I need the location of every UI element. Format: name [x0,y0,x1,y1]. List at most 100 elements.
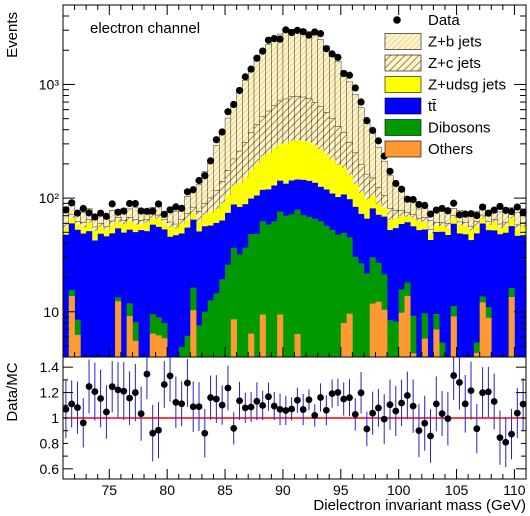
data-point [212,136,220,144]
ratio-point [195,403,203,411]
ratio-point [502,438,510,446]
bar [439,231,446,357]
ratio-point [178,400,186,408]
bar [74,334,81,357]
data-point [455,211,464,219]
bar [387,320,394,357]
data-point [282,26,290,34]
ratio-point [496,434,504,442]
bar [473,342,480,357]
bar [138,230,145,357]
ratio-point [421,419,429,427]
x-tick-label: 90 [275,482,291,498]
ratio-point [155,426,162,434]
bar [387,230,394,357]
bar [259,314,266,357]
data-point [351,84,359,92]
bar [398,312,405,357]
y-tick-label: 10 [43,304,59,320]
data-point [392,179,400,188]
bar [213,222,220,357]
ratio-point [85,383,93,390]
x-axis-label: Dielectron invariant mass (GeV) [313,497,526,514]
x-tick-label: 75 [102,482,118,498]
bar [265,224,272,357]
bar [497,234,504,357]
main-y-tick-labels: 10 10² 10³ [39,76,60,319]
ratio-point [328,390,336,397]
ratio-point [230,424,238,432]
ratio-point [432,400,440,408]
data-point [224,108,232,116]
bar [161,338,168,357]
data-point [467,210,475,218]
bar [184,227,191,357]
x-tick-label: 95 [333,482,349,498]
ratio-point [467,387,475,395]
data-point [484,209,492,217]
bar [450,223,457,357]
data-point [125,199,134,208]
data-point [206,157,215,165]
bar [190,310,197,357]
legend-swatch [384,97,422,115]
bar [381,309,388,357]
bar [80,233,87,357]
ratio-point [479,389,486,397]
bar [115,301,122,357]
legend-label: tt̄ [428,98,437,115]
data-point [490,206,498,214]
data-point [288,28,296,37]
ratio-point [68,400,76,408]
bar [103,236,110,357]
data-point [450,199,458,207]
ratio-point [427,432,434,440]
y-tick-label: 0.8 [40,435,60,451]
bar [294,209,301,357]
data-point [328,50,336,58]
ratio-point [299,406,307,413]
bar [433,231,440,357]
data-point [97,209,105,217]
data-point [120,207,128,215]
data-point [293,26,301,34]
x-tick-label: 110 [503,482,526,498]
bar [288,214,295,357]
data-point [189,186,197,194]
data-point [160,210,168,218]
bar [132,340,139,357]
x-tick-label: 105 [445,482,469,498]
bar [485,230,492,357]
ratio-point [126,394,133,402]
bar [306,216,313,357]
bar [132,232,139,357]
bar [456,233,463,357]
series-others [68,296,515,357]
bar [282,215,290,357]
bar [421,313,428,357]
bar [63,234,70,357]
data-point [230,100,238,109]
bar [196,231,203,357]
ratio-point [236,397,243,405]
ratio-point [409,402,417,410]
ratio-point [450,372,458,379]
legend-data-marker [393,16,401,24]
y-tick-label: 10² [39,190,60,206]
ratio-panel: 75 80 85 90 95 100 105 110 0.6 0.8 1 1.2 1.4 Data/M… [4,356,527,514]
bar [392,321,399,357]
data-point [340,69,348,78]
ratio-point [189,403,197,411]
ratio-point [456,379,463,386]
ratio-point [375,404,382,412]
data-point [143,207,151,215]
data-point [241,73,249,81]
bar [248,234,255,357]
x-tick-labels: 75 80 85 90 95 100 105 110 [102,482,526,498]
data-point [496,202,504,211]
ratio-point [513,409,521,417]
bar [421,229,428,357]
bar [410,226,417,357]
ratio-point [444,415,452,423]
